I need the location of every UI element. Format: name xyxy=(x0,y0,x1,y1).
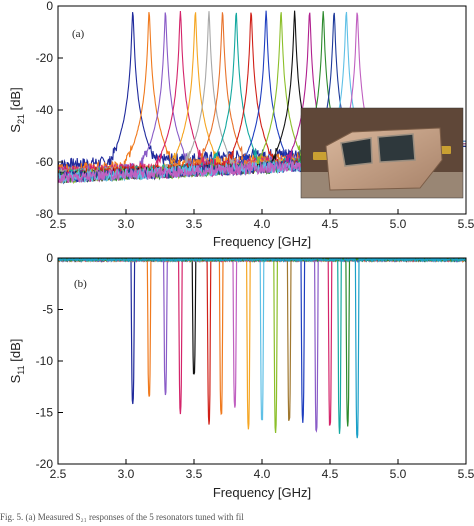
panel-label-a: (a) xyxy=(72,28,85,40)
figure-caption: Fig. 5. (a) Measured S₂₁ responses of th… xyxy=(0,512,244,522)
s11-series-3 xyxy=(58,258,466,415)
x-ticks-a: 2.5 3.0 3.5 4.0 4.5 5.0 5.5 xyxy=(50,209,474,231)
a-x-tick-label: 3.0 xyxy=(118,217,135,231)
b-y-tick-label: -15 xyxy=(36,406,54,420)
s11-series-2 xyxy=(58,258,466,396)
a-y-tick-label: -60 xyxy=(36,155,54,169)
plot-frame-b xyxy=(57,257,467,465)
a-x-tick-label: 4.0 xyxy=(254,217,271,231)
a-x-tick-label: 5.5 xyxy=(458,217,474,231)
b-y-tick-label: -20 xyxy=(36,457,54,471)
b-y-tick-label: -5 xyxy=(42,303,53,317)
s11-series-8 xyxy=(58,258,466,430)
y-axis-label-a: S21 [dB] xyxy=(8,87,26,132)
b-x-tick-label: 5.5 xyxy=(458,467,474,481)
a-x-tick-label: 2.5 xyxy=(50,217,67,231)
series-b-lines xyxy=(58,258,466,439)
a-x-tick-label: 4.5 xyxy=(322,217,339,231)
s11-series-14 xyxy=(58,258,466,426)
s11-series-9 xyxy=(58,258,466,421)
y-axis-label-b: S11 [dB] xyxy=(8,339,26,384)
b-y-tick-label: -10 xyxy=(36,354,54,368)
panel-label-b: (b) xyxy=(74,278,87,290)
a-y-tick-label: 0 xyxy=(46,0,53,13)
s11-series-1 xyxy=(58,258,466,397)
a-y-tick-label: -80 xyxy=(36,207,54,221)
b-x-tick-label: 4.5 xyxy=(322,467,339,481)
b-x-tick-label: 4.0 xyxy=(254,467,271,481)
b-x-tick-label: 5.0 xyxy=(390,467,407,481)
s11-series-11 xyxy=(58,258,466,422)
a-y-tick-label: -40 xyxy=(36,103,54,117)
s11-series-6 xyxy=(58,258,466,416)
chart-a: 2.5 3.0 3.5 4.0 4.5 5.0 5.5 0-20-40-60-80 (a) … xyxy=(8,0,474,249)
b-x-tick-label: 3.5 xyxy=(186,467,203,481)
s11-series-16 xyxy=(58,258,466,427)
x-axis-label-a: Frequency [GHz] xyxy=(213,234,311,249)
a-x-tick-label: 3.5 xyxy=(186,217,203,231)
inset-photo xyxy=(300,107,464,199)
a-y-tick-label: -20 xyxy=(36,51,54,65)
s11-series-12 xyxy=(58,258,466,423)
b-x-tick-label: 2.5 xyxy=(50,467,67,481)
b-y-tick-label: 0 xyxy=(46,251,53,265)
x-axis-label-b: Frequency [GHz] xyxy=(213,485,311,500)
x-ticks-b: 2.5 3.0 3.5 4.0 4.5 5.0 5.5 xyxy=(50,459,474,481)
y-ticks-a: 0 -20 -40 -60 -80 xyxy=(36,0,63,221)
s11-series-17 xyxy=(58,258,466,439)
chart-b: 2.5 3.0 3.5 4.0 4.5 5.0 5.5 0 -5 -10 -15 -20 (b) F… xyxy=(8,251,474,500)
y-ticks-b: 0 -5 -10 -15 -20 xyxy=(36,251,63,471)
s11-series-7 xyxy=(58,258,466,408)
s11-series-0 xyxy=(58,258,466,405)
s11-series-15 xyxy=(58,258,466,434)
s11-series-13 xyxy=(58,258,466,433)
s11-series-4 xyxy=(58,258,466,375)
a-x-tick-label: 5.0 xyxy=(390,217,407,231)
s11-series-5 xyxy=(58,258,466,425)
b-x-tick-label: 3.0 xyxy=(118,467,135,481)
s11-series-10 xyxy=(58,258,466,434)
